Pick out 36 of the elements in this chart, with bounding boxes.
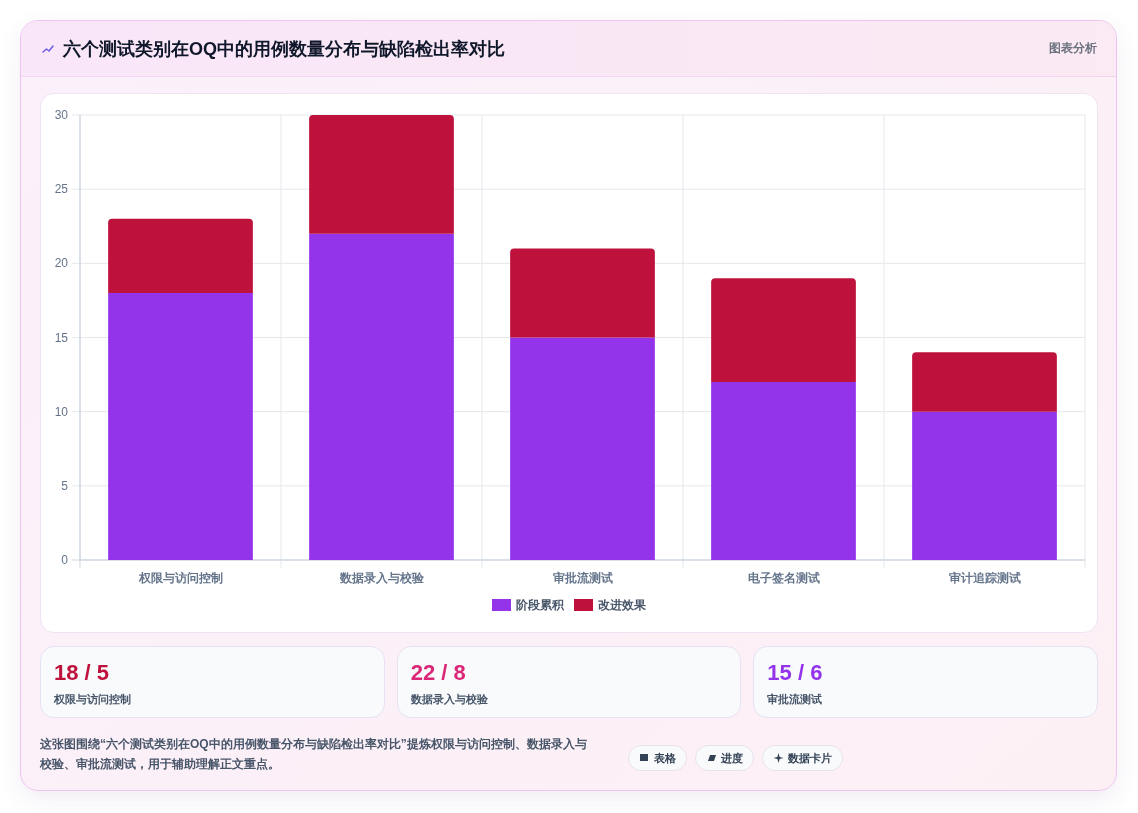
y-tick-label: 5 — [61, 478, 69, 493]
text: 15 / 6 — [767, 659, 823, 687]
bar — [912, 352, 1057, 412]
text: 进度 — [721, 750, 743, 766]
legend-label: 阶段累积 — [516, 598, 565, 612]
bar — [510, 337, 655, 560]
chart-title: 六个测试类别在OQ中的用例数量分布与缺陷检出率对比 — [63, 38, 506, 61]
text: 数据录入与校验 — [410, 692, 488, 707]
y-tick-label: 15 — [54, 330, 69, 345]
bar — [912, 411, 1057, 560]
x-tick-label: 审批流测试 — [552, 571, 613, 585]
text: 22 / 8 — [410, 659, 466, 687]
y-tick-label: 25 — [54, 182, 69, 197]
x-tick-label: 权限与访问控制 — [137, 571, 223, 585]
bar — [108, 293, 253, 560]
y-tick-label: 30 — [54, 108, 69, 122]
bar — [309, 233, 454, 560]
text: 表格 — [654, 750, 676, 766]
bar — [309, 115, 454, 234]
y-tick-label: 10 — [54, 404, 69, 419]
x-tick-label: 电子签名测试 — [747, 571, 820, 585]
x-tick-label: 数据录入与校验 — [338, 571, 425, 585]
text: 18 / 5 — [54, 659, 110, 687]
text: 权限与访问控制 — [54, 692, 131, 707]
bar — [108, 218, 253, 293]
text: 图表分析 — [1049, 40, 1097, 57]
text: 这张图围绕“六个测试类别在OQ中的用例数量分布与缺陷检出率对比”提炼权限与访问控制、数据录入与校验、审批流测试，用于辅助理解正文重点。 — [40, 736, 588, 773]
bar — [711, 382, 856, 560]
x-tick-label: 审计追踪测试 — [948, 571, 1021, 585]
legend-label: 改进效果 — [598, 598, 647, 612]
text: 审批流测试 — [767, 692, 823, 707]
y-tick-label: 0 — [61, 553, 69, 567]
bar — [711, 278, 856, 382]
text: 数据卡片 — [788, 750, 832, 766]
y-tick-label: 20 — [54, 256, 69, 271]
bar — [510, 248, 655, 338]
